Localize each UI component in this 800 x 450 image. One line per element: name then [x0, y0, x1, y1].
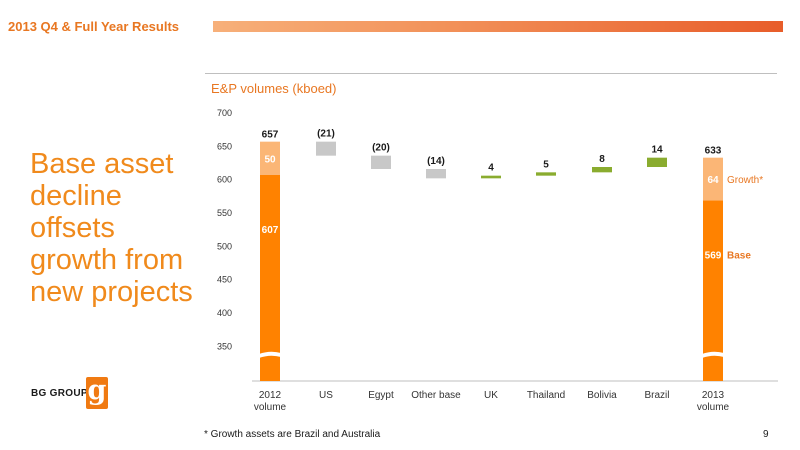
axis-break-marker — [259, 351, 281, 358]
base-value-label: 569 — [705, 250, 722, 261]
header-bar — [213, 21, 783, 32]
x-tick-label: US — [319, 390, 333, 401]
change-value-label: (14) — [427, 156, 445, 167]
change-value-label: (20) — [372, 143, 390, 154]
change-value-label: 4 — [488, 163, 494, 174]
header-title: 2013 Q4 & Full Year Results — [8, 19, 180, 34]
growth-series-label: Growth* — [727, 175, 763, 186]
y-tick-label: 400 — [217, 308, 232, 318]
change-value-label: (21) — [317, 129, 335, 140]
x-tick-label: 2013 — [702, 390, 725, 401]
total-value-label: 633 — [705, 146, 722, 157]
x-tick-label: Thailand — [527, 390, 565, 401]
change-bar — [426, 169, 446, 179]
y-tick-label: 350 — [217, 341, 232, 351]
change-bar — [481, 175, 501, 179]
change-bar — [647, 157, 667, 168]
change-bar — [316, 141, 336, 156]
x-tick-label: Other base — [411, 390, 461, 401]
x-tick-label: UK — [484, 390, 498, 401]
y-tick-label: 650 — [217, 141, 232, 151]
x-tick-label: Bolivia — [587, 390, 617, 401]
headline: Base asset decline offsets growth from n… — [30, 148, 193, 308]
growth-value-label: 50 — [264, 154, 276, 165]
change-bar — [592, 167, 612, 173]
base-bar — [703, 200, 723, 381]
base-value-label: 607 — [262, 225, 279, 236]
y-tick-label: 700 — [217, 108, 232, 118]
axis-break-marker — [702, 351, 724, 358]
change-bar — [371, 155, 391, 170]
bg-group-logo-mark: g — [86, 377, 108, 409]
growth-value-label: 64 — [707, 175, 719, 186]
change-bar — [536, 172, 556, 176]
company-logo-text: BG GROUP — [31, 388, 88, 399]
change-value-label: 5 — [543, 159, 549, 170]
footnote: * Growth assets are Brazil and Australia — [204, 429, 381, 440]
page-number: 9 — [763, 429, 769, 440]
y-tick-label: 450 — [217, 275, 232, 285]
x-tick-label: volume — [254, 402, 287, 413]
x-tick-label: volume — [697, 402, 730, 413]
total-value-label: 657 — [262, 130, 279, 141]
chart-title: E&P volumes (kboed) — [211, 81, 337, 96]
growth-bar — [260, 141, 280, 176]
growth-bar — [703, 157, 723, 201]
change-value-label: 14 — [651, 145, 663, 156]
x-tick-label: Brazil — [644, 390, 669, 401]
change-value-label: 8 — [599, 154, 605, 165]
y-tick-label: 600 — [217, 175, 232, 185]
chart-divider — [205, 73, 777, 74]
base-bar — [260, 175, 280, 381]
base-series-label: Base — [727, 250, 751, 261]
y-tick-label: 550 — [217, 208, 232, 218]
x-tick-label: Egypt — [368, 390, 394, 401]
y-tick-label: 500 — [217, 241, 232, 251]
x-tick-label: 2012 — [259, 390, 282, 401]
